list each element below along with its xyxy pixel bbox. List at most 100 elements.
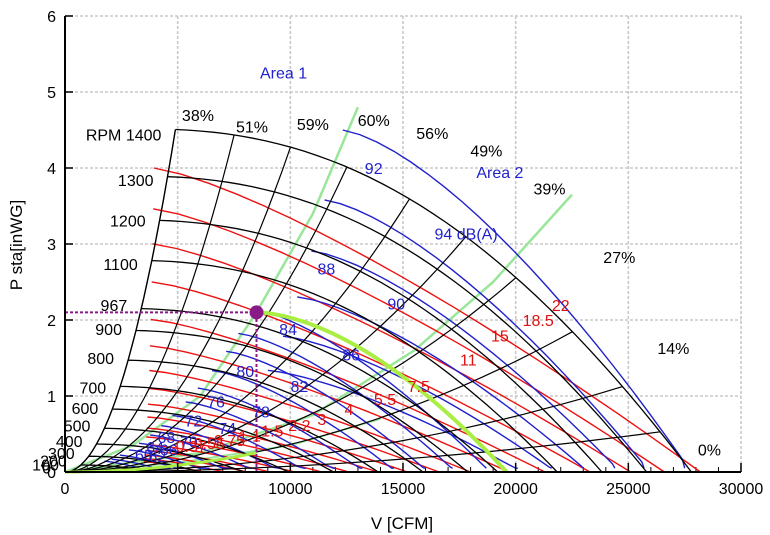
rpm-label: 900 [95, 322, 122, 339]
efficiency-label: 27% [603, 250, 635, 267]
power-curve [153, 208, 665, 473]
operating-point-marker [249, 305, 264, 320]
power-curve [150, 318, 546, 473]
x-axis-label: V [CFM] [371, 514, 433, 533]
power-curve [152, 243, 631, 473]
area-1-line [64, 106, 360, 474]
power-label: 11 [460, 353, 477, 370]
rpm-curve [167, 176, 648, 473]
sound-level-label: 60 [135, 448, 153, 465]
sound-curve [238, 332, 453, 469]
sound-curve [342, 129, 686, 469]
sound-level-label: 94 dB(A) [435, 226, 498, 243]
y-tick-label: 5 [47, 85, 56, 102]
curve-labels: RPM 140013001200110096790080070060050040… [32, 65, 721, 477]
sound-curve [282, 335, 552, 469]
efficiency-line [104, 386, 623, 473]
rpm-label: 1200 [110, 213, 146, 230]
rpm-curve [175, 128, 692, 473]
power-curve [153, 167, 701, 473]
power-label: 4 [344, 402, 353, 419]
power-label: 15 [491, 328, 509, 345]
area-label: Area 2 [476, 165, 523, 182]
sound-curve [185, 401, 336, 469]
sound-level-label: 66 [160, 442, 178, 459]
rpm-curve [96, 443, 245, 473]
y-tick-label: 4 [47, 161, 56, 178]
y-axis-label: P sta[inWG] [7, 200, 26, 290]
efficiency-line [93, 236, 467, 472]
sound-level-label: 80 [236, 364, 254, 381]
sound-curve [297, 296, 584, 469]
efficiency-line [72, 129, 176, 471]
sound-curve [161, 425, 282, 469]
power-label: 18.5 [523, 313, 554, 330]
operating-point-group [65, 305, 264, 472]
rpm-label: 100 [32, 457, 59, 474]
rpm-curve [120, 385, 379, 473]
rpm-label: 0 [42, 460, 51, 477]
rpm-label: 600 [72, 401, 99, 418]
rpm-curve [112, 408, 334, 473]
efficiency-line [76, 134, 235, 471]
sound-level-label: 62 [148, 449, 166, 466]
y-tick-label: 2 [47, 313, 56, 330]
power-label: 0.75 [214, 433, 245, 450]
rpm-label: 1300 [118, 173, 154, 190]
efficiency-label: 60% [358, 113, 390, 130]
sound-curve [172, 414, 307, 469]
rpm-curve [104, 427, 289, 473]
sound-level-label: 74 [218, 421, 236, 438]
sound-level-label: 78 [252, 404, 270, 421]
power-label: 0.37 [176, 439, 207, 456]
y-tick-label: 0 [47, 465, 56, 482]
x-tick-label: 20000 [493, 481, 538, 498]
sound-level-label: 82 [290, 379, 308, 396]
power-label: 1.1 [239, 429, 261, 446]
sound-level-label: 70 [180, 435, 198, 452]
area-label: Area 1 [260, 65, 307, 82]
rpm-label: 700 [80, 381, 107, 398]
efficiency-line [107, 431, 661, 473]
rpm-label: RPM 1400 [86, 128, 162, 145]
rpm-label: 300 [48, 446, 75, 463]
x-tick-label: 30000 [719, 481, 764, 498]
rpm-lines [64, 128, 692, 473]
rpm-curve [141, 307, 499, 473]
efficiency-line [89, 198, 411, 472]
sound-curve [324, 199, 645, 469]
rpm-label: 800 [87, 351, 114, 368]
sound-level-label: 72 [185, 413, 203, 430]
rpm-curve [151, 259, 558, 473]
y-tick-label: 6 [47, 9, 56, 26]
rpm-label: 500 [64, 419, 91, 436]
sound-level-label: 90 [387, 296, 405, 313]
efficiency-label: 39% [533, 182, 565, 199]
sound-level-label: 92 [365, 161, 383, 178]
sound-level-label: 86 [342, 347, 360, 364]
power-label: 5.5 [374, 392, 396, 409]
y-tick-label: 1 [47, 389, 56, 406]
sound-curve [311, 250, 616, 469]
sound-curve [226, 350, 426, 469]
y-tick-label: 3 [47, 237, 56, 254]
rpm-curve [128, 359, 424, 473]
efficiency-line [84, 166, 348, 471]
rpm-curve [135, 329, 469, 473]
efficiency-label: 14% [657, 341, 689, 358]
efficiency-line [80, 146, 292, 471]
sound-level-label: 68 [158, 430, 176, 447]
rpm-label: 400 [56, 434, 83, 451]
efficiency-label: 49% [470, 144, 502, 161]
power-label: 0.55 [194, 436, 225, 453]
grid [65, 15, 742, 472]
system-curve-line [256, 310, 509, 474]
sound-curve [253, 308, 487, 469]
power-label: 1.5 [261, 423, 283, 440]
power-label: 22 [552, 298, 570, 315]
sound-level-label: 88 [317, 261, 335, 278]
rpm-curve [88, 455, 200, 473]
x-tick-label: 25000 [606, 481, 651, 498]
x-tick-label: 10000 [268, 481, 313, 498]
